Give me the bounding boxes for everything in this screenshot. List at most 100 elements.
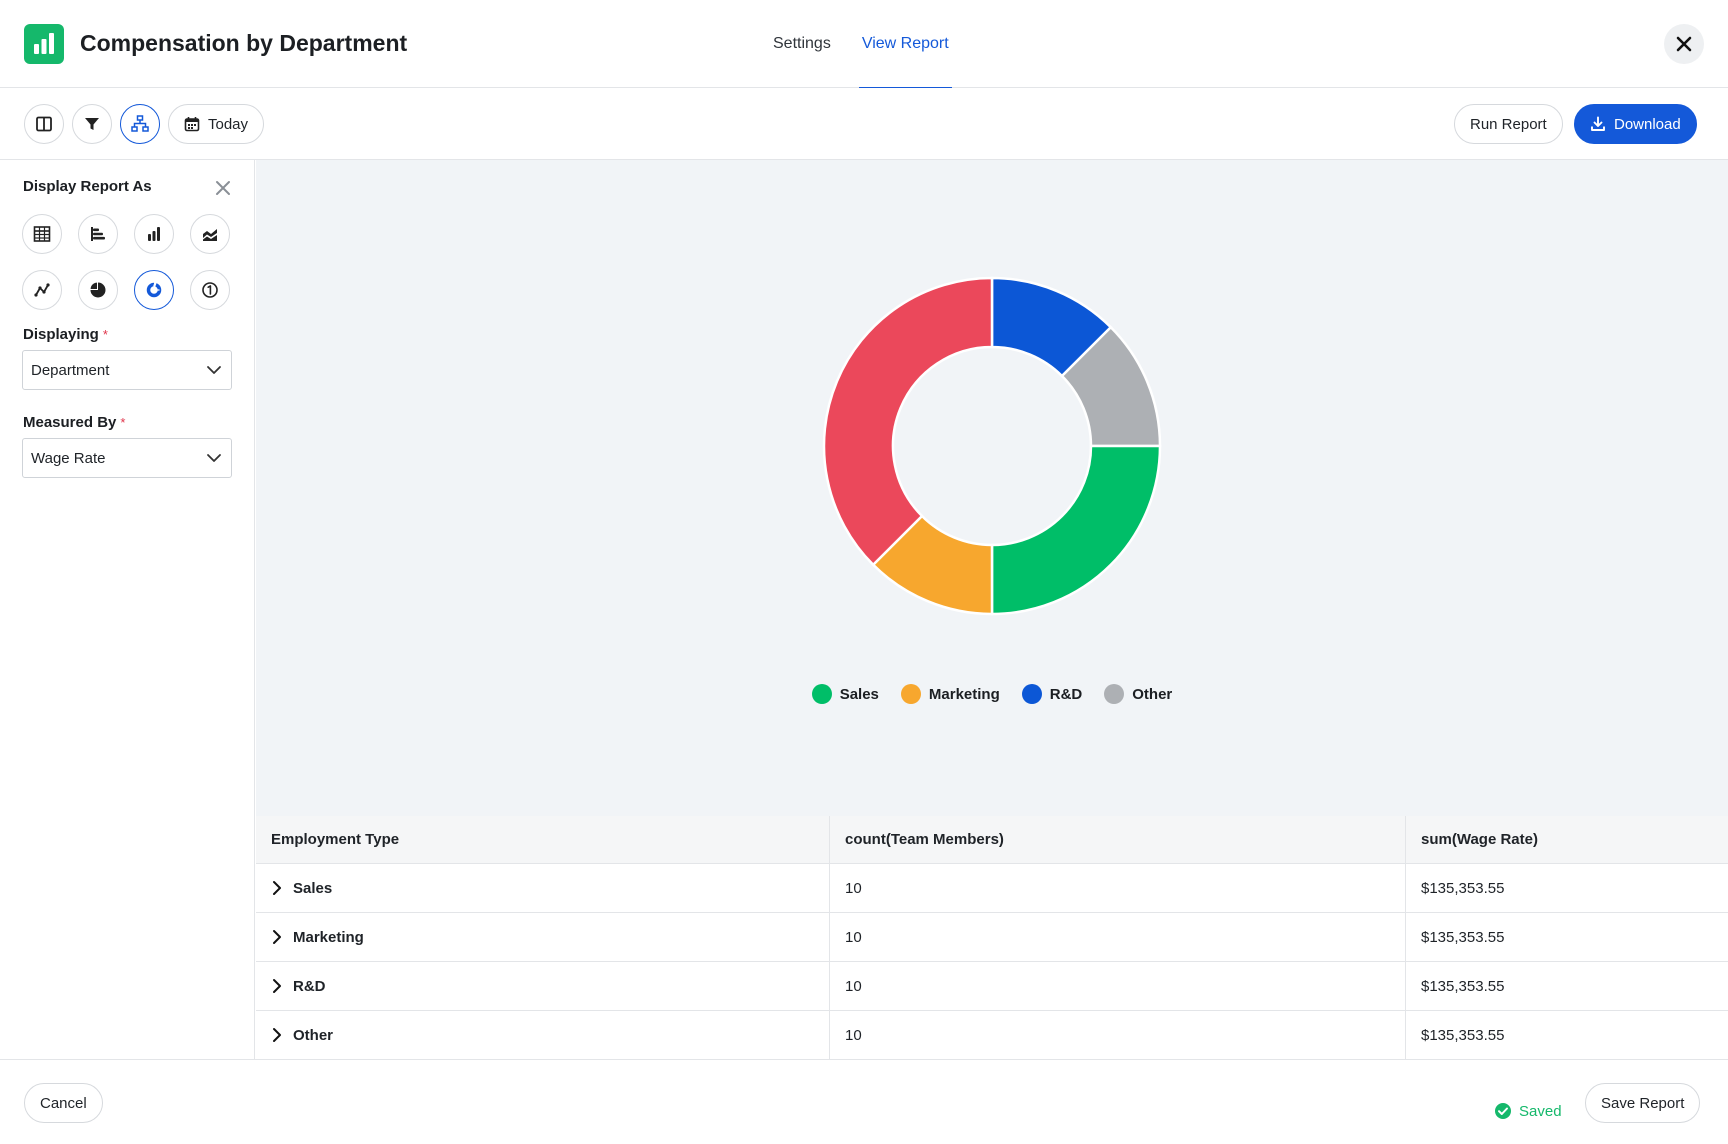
donut-chart-icon xyxy=(146,282,162,298)
date-range-label: Today xyxy=(208,115,249,133)
check-circle-icon xyxy=(1495,1103,1511,1119)
count-cell: 10 xyxy=(830,913,1406,961)
close-icon xyxy=(1676,36,1692,52)
legend-item-rd[interactable]: R&D xyxy=(1021,684,1083,704)
display-horizontal-bar-button[interactable] xyxy=(78,214,118,254)
display-line-chart-button[interactable] xyxy=(22,270,62,310)
columns-button[interactable] xyxy=(24,104,64,144)
donut-chart-area: Sales Marketing R&D Other xyxy=(256,160,1728,816)
legend-swatch xyxy=(811,684,832,704)
date-range-button[interactable]: Today xyxy=(168,104,265,144)
row-label: Other xyxy=(293,1026,334,1044)
chevron-down-icon xyxy=(207,366,221,374)
measured-by-label: Measured By * xyxy=(23,414,125,431)
legend-item-sales[interactable]: Sales xyxy=(811,684,879,704)
display-donut-chart-button[interactable] xyxy=(134,270,174,310)
measured-by-select[interactable]: Wage Rate xyxy=(22,438,232,478)
panel-close-button[interactable] xyxy=(212,177,234,199)
row-label-cell: Other xyxy=(256,1011,830,1059)
expand-row-button[interactable] xyxy=(271,978,283,994)
donut-slice-unlabeled[interactable] xyxy=(822,276,994,567)
bar-chart-logo-icon xyxy=(34,33,54,54)
chevron-right-icon xyxy=(273,930,281,944)
sum-cell: $135,353.55 xyxy=(1421,1026,1505,1044)
legend-swatch xyxy=(1104,684,1125,704)
legend-item-marketing[interactable]: Marketing xyxy=(900,684,1000,704)
report-view: Sales Marketing R&D Other Employment Typ… xyxy=(256,160,1728,1060)
chevron-right-icon xyxy=(273,881,281,895)
legend-swatch xyxy=(1021,684,1042,704)
donut-chart xyxy=(822,276,1162,616)
close-icon xyxy=(216,181,230,195)
expand-row-button[interactable] xyxy=(271,929,283,945)
column-header-count[interactable]: count(Team Members) xyxy=(830,816,1406,863)
displaying-value: Department xyxy=(31,361,110,379)
table-row[interactable]: R&D 10 $135,353.55 xyxy=(256,962,1728,1011)
page-title: Compensation by Department xyxy=(80,30,408,56)
chevron-down-icon xyxy=(207,454,221,462)
expand-row-button[interactable] xyxy=(271,880,283,896)
header-tabs: Settings View Report xyxy=(770,0,952,89)
sum-cell: $135,353.55 xyxy=(1421,977,1505,995)
legend-item-other[interactable]: Other xyxy=(1104,684,1172,704)
column-header-sum[interactable]: sum(Wage Rate) xyxy=(1421,831,1538,848)
display-area-chart-button[interactable] xyxy=(190,214,230,254)
table-header-row: Employment Type count(Team Members) sum(… xyxy=(256,816,1728,864)
panel-title: Display Report As xyxy=(23,178,152,195)
bar-chart-icon xyxy=(148,227,160,241)
row-label-cell: R&D xyxy=(256,962,830,1010)
save-report-label: Save Report xyxy=(1601,1094,1685,1112)
close-button[interactable] xyxy=(1664,24,1704,64)
single-value-icon xyxy=(202,282,218,298)
download-label: Download xyxy=(1614,115,1681,133)
legend-label: Sales xyxy=(839,685,879,703)
horizontal-bar-icon xyxy=(91,227,105,241)
row-label-cell: Sales xyxy=(256,864,830,912)
columns-icon xyxy=(36,116,52,132)
toolbar: Today Run Report Download xyxy=(0,88,1728,160)
app-logo xyxy=(24,24,64,64)
display-table-button[interactable] xyxy=(22,214,62,254)
group-by-button[interactable] xyxy=(120,104,160,144)
displaying-label-text: Displaying xyxy=(23,326,99,343)
display-pie-chart-button[interactable] xyxy=(78,270,118,310)
cancel-button[interactable]: Cancel xyxy=(24,1083,103,1123)
chart-legend: Sales Marketing R&D Other xyxy=(256,684,1728,704)
sum-cell: $135,353.55 xyxy=(1421,928,1505,946)
run-report-button[interactable]: Run Report xyxy=(1454,104,1563,144)
table-row[interactable]: Marketing 10 $135,353.55 xyxy=(256,913,1728,962)
row-label-cell: Marketing xyxy=(256,913,830,961)
line-chart-icon xyxy=(34,283,50,297)
saved-label: Saved xyxy=(1519,1102,1562,1120)
table-row[interactable]: Other 10 $135,353.55 xyxy=(256,1011,1728,1060)
display-bar-chart-button[interactable] xyxy=(134,214,174,254)
calendar-icon xyxy=(184,117,200,132)
table-icon xyxy=(33,226,51,242)
measured-by-value: Wage Rate xyxy=(31,449,106,467)
tab-settings[interactable]: Settings xyxy=(773,35,831,52)
filter-icon xyxy=(85,118,99,130)
download-button[interactable]: Download xyxy=(1574,104,1697,144)
displaying-label: Displaying * xyxy=(23,326,108,343)
legend-label: R&D xyxy=(1049,685,1083,703)
saved-status: Saved xyxy=(1494,1102,1562,1120)
display-settings-panel: Display Report As xyxy=(0,160,255,1059)
report-table: Employment Type count(Team Members) sum(… xyxy=(256,816,1728,1060)
table-row[interactable]: Sales 10 $135,353.55 xyxy=(256,864,1728,913)
save-report-button[interactable]: Save Report xyxy=(1585,1083,1701,1123)
filter-button[interactable] xyxy=(72,104,112,144)
chevron-right-icon xyxy=(273,979,281,993)
column-header-employment-type[interactable]: Employment Type xyxy=(256,816,830,863)
donut-slice-sales[interactable] xyxy=(990,444,1162,616)
display-single-value-button[interactable] xyxy=(190,270,230,310)
count-cell: 10 xyxy=(830,962,1406,1010)
footer: Cancel Saved Save Report xyxy=(0,1059,1728,1144)
tab-view-report[interactable]: View Report xyxy=(858,0,952,89)
pie-chart-icon xyxy=(90,282,106,298)
displaying-select[interactable]: Department xyxy=(22,350,232,390)
cancel-label: Cancel xyxy=(40,1094,87,1112)
count-cell: 10 xyxy=(830,864,1406,912)
row-label: Sales xyxy=(293,879,333,897)
measured-by-label-text: Measured By xyxy=(23,414,117,431)
expand-row-button[interactable] xyxy=(271,1027,283,1043)
